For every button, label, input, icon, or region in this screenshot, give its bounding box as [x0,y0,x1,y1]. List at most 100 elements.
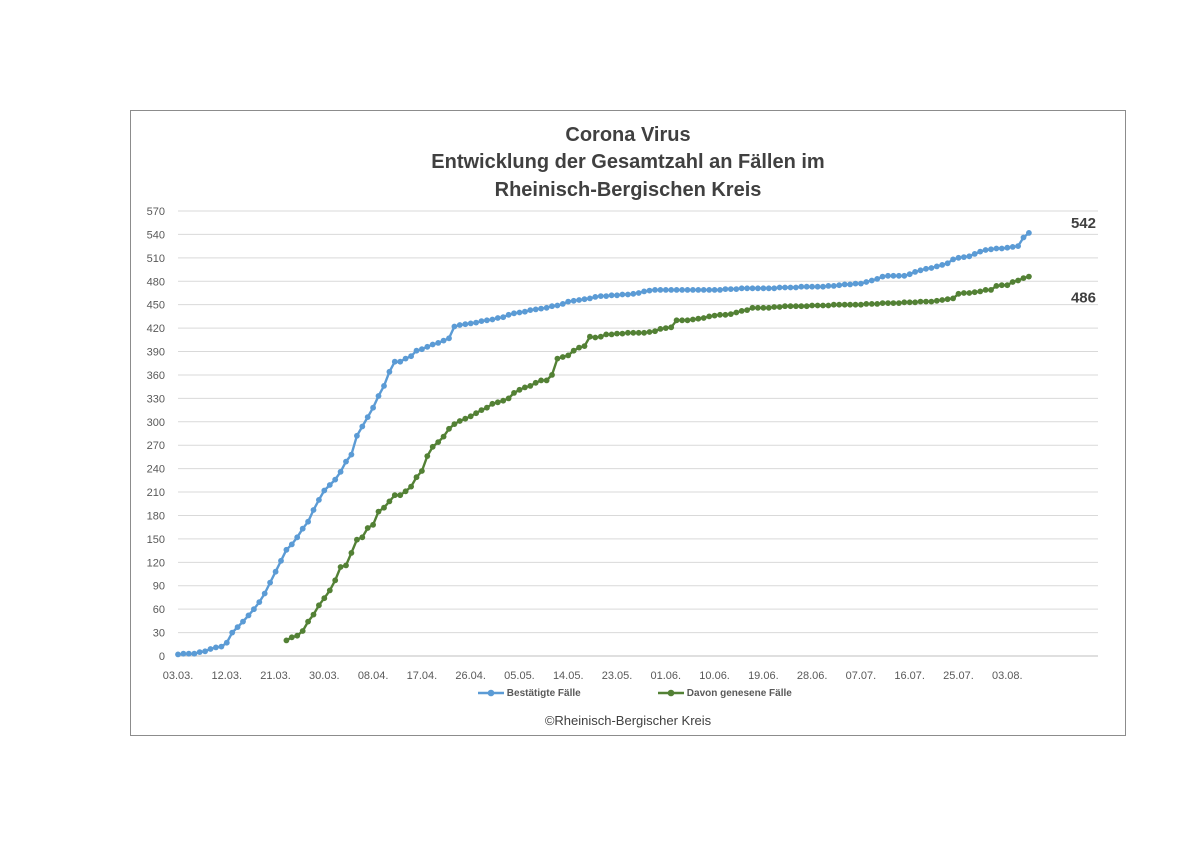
data-point [608,331,615,338]
x-tick-label: 14.05. [553,670,584,682]
data-point [511,390,517,396]
x-tick-label: 01.06. [651,670,682,682]
data-point [977,248,984,255]
data-point [516,309,523,316]
data-point [402,488,409,495]
data-point [592,334,599,341]
data-point [668,287,675,293]
data-point [538,377,544,384]
y-axis: 0 30 60 90 120 150 180 210 240 270 300 330 360 390 420… [147,206,165,663]
data-point [679,287,685,293]
data-point [820,283,826,290]
data-point [966,253,973,260]
data-point [874,276,881,282]
x-tick-label: 17.04. [407,670,438,682]
data-point [803,283,810,290]
data-point [462,321,469,328]
data-point [581,343,588,349]
data-point [971,289,978,296]
x-tick-label: 30.03. [309,670,340,682]
data-point [966,290,973,296]
y-tick-label: 330 [147,393,165,405]
data-point [765,285,772,292]
data-point [397,358,404,365]
data-point [695,287,702,293]
y-tick-label: 390 [147,347,165,359]
y-tick-label: 0 [159,651,165,663]
data-point [662,287,669,293]
data-point [961,254,967,260]
x-axis: 03.03. 12.03. 21.03. 30.03. 08.04. 17.04. 26.0… [163,670,1023,682]
data-point [662,325,669,331]
data-point [527,383,534,389]
data-point [625,291,631,298]
data-point [234,624,241,630]
data-point [278,557,284,564]
data-point [868,277,875,284]
data-point [749,285,756,292]
y-tick-label: 300 [147,417,165,429]
y-tick-label: 60 [153,604,165,616]
data-point [484,404,490,411]
data-point [765,304,772,311]
gridlines [178,210,1098,657]
data-point [944,296,951,303]
data-point [928,298,935,305]
data-point [196,649,203,655]
data-point [771,304,778,310]
data-point [559,354,566,360]
y-tick-label: 180 [147,510,165,522]
data-point [532,306,539,313]
data-point [771,285,778,292]
data-point [554,355,561,362]
data-point [988,287,994,293]
data-point [668,324,675,331]
data-point [1026,273,1032,280]
data-point [684,317,691,324]
data-point [1026,230,1032,236]
data-point [527,307,534,313]
data-point [630,329,637,336]
data-point [294,632,301,639]
data-point [803,303,810,310]
data-point [359,534,366,541]
y-tick-label: 570 [147,206,165,218]
data-point [337,564,344,570]
data-point [841,301,848,308]
data-point [381,504,387,511]
data-point [570,347,577,354]
data-point [505,311,512,318]
data-point [755,304,761,311]
data-point [923,265,929,272]
data-point [549,372,555,378]
data-point [223,639,230,646]
data-point [727,311,734,317]
data-point [343,458,349,465]
series-genesene: 486 [283,273,1096,644]
data-point [630,290,637,297]
legend-item-genesene: Davon genesene Fälle [658,688,792,699]
data-point [565,298,572,305]
data-point [505,395,512,402]
data-point [608,292,615,299]
data-point [906,271,913,278]
data-point [912,269,918,275]
data-point [717,287,723,293]
data-point [722,311,729,318]
data-point [798,283,805,290]
data-point [955,290,962,297]
data-point [1004,282,1011,289]
data-point [397,492,404,499]
data-point [933,297,940,304]
data-point [782,303,788,310]
data-point [354,536,360,543]
x-tick-label: 07.07. [846,670,877,682]
x-tick-label: 19.06. [748,670,779,682]
data-point [484,317,490,324]
data-point [998,282,1005,289]
data-point [559,301,566,307]
data-point [565,352,572,359]
data-point [755,285,761,292]
data-point [456,418,463,424]
data-point [814,283,821,290]
